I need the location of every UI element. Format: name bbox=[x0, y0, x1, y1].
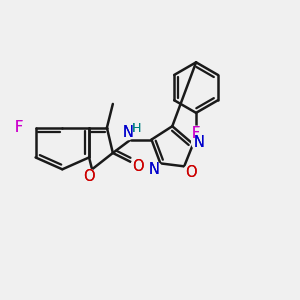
Text: F: F bbox=[192, 126, 200, 141]
Text: N: N bbox=[194, 135, 205, 150]
Text: O: O bbox=[185, 165, 197, 180]
Text: N: N bbox=[122, 125, 133, 140]
Text: N: N bbox=[149, 162, 160, 177]
Text: F: F bbox=[192, 126, 200, 141]
Circle shape bbox=[120, 125, 135, 140]
Circle shape bbox=[192, 135, 206, 150]
Text: F: F bbox=[15, 120, 23, 135]
Text: N: N bbox=[122, 125, 133, 140]
Text: H: H bbox=[132, 122, 141, 135]
Circle shape bbox=[131, 159, 146, 174]
Text: O: O bbox=[83, 169, 95, 184]
Text: N: N bbox=[149, 162, 160, 177]
Circle shape bbox=[12, 120, 27, 135]
Circle shape bbox=[183, 165, 198, 180]
Circle shape bbox=[147, 162, 162, 177]
Text: O: O bbox=[132, 159, 144, 174]
Circle shape bbox=[82, 169, 97, 184]
Text: N: N bbox=[194, 135, 205, 150]
Text: F: F bbox=[15, 120, 23, 135]
Text: O: O bbox=[185, 165, 197, 180]
Circle shape bbox=[189, 126, 203, 141]
Text: H: H bbox=[132, 122, 141, 135]
Text: O: O bbox=[132, 159, 144, 174]
Text: O: O bbox=[83, 169, 95, 184]
